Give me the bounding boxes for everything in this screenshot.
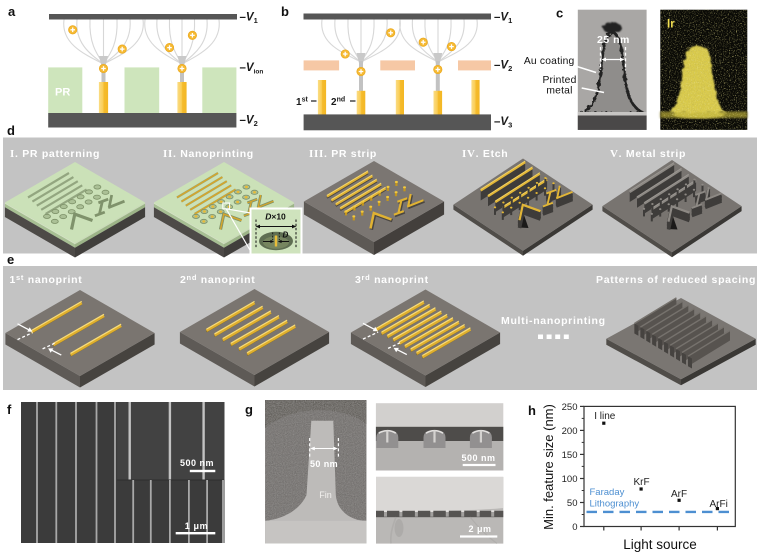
svg-text:–V1: –V1 — [494, 12, 512, 26]
svg-text:h: h — [528, 403, 536, 418]
svg-text:D×10: D×10 — [265, 212, 286, 222]
svg-text:ArFi: ArFi — [710, 499, 728, 510]
svg-text:200: 200 — [562, 426, 578, 437]
svg-text:I line: I line — [594, 411, 616, 422]
svg-text:Faraday: Faraday — [590, 487, 625, 498]
svg-text:Printed: Printed — [542, 75, 576, 86]
svg-text:I. PR patterning: I. PR patterning — [10, 148, 100, 160]
svg-text:KrF: KrF — [634, 477, 650, 488]
svg-text:c: c — [556, 6, 563, 21]
svg-text:–V2: –V2 — [494, 60, 512, 74]
svg-text:Min. feature size (nm): Min. feature size (nm) — [541, 404, 556, 530]
svg-text:V. Metal strip: V. Metal strip — [610, 148, 686, 160]
svg-text:f: f — [7, 402, 12, 417]
svg-text:Fin: Fin — [319, 490, 332, 500]
svg-text:100: 100 — [562, 474, 578, 485]
svg-text:–V2: –V2 — [240, 115, 258, 129]
svg-text:50: 50 — [567, 498, 578, 509]
svg-text:IV. Etch: IV. Etch — [462, 148, 508, 160]
svg-text:Light source: Light source — [623, 537, 697, 552]
svg-text:Ir: Ir — [667, 19, 675, 31]
svg-text:3rd nanoprint: 3rd nanoprint — [355, 273, 429, 286]
svg-text:d: d — [7, 123, 15, 138]
svg-text:D: D — [283, 231, 289, 240]
svg-text:2 μm: 2 μm — [468, 524, 491, 534]
svg-text:II. Nanoprinting: II. Nanoprinting — [163, 148, 254, 160]
svg-text:PR: PR — [55, 87, 70, 99]
svg-text:III. PR strip: III. PR strip — [309, 148, 377, 160]
svg-text:Lithography: Lithography — [590, 499, 640, 510]
svg-text:metal: metal — [546, 86, 572, 97]
svg-text:Multi-nanoprinting: Multi-nanoprinting — [501, 315, 606, 327]
svg-text:25 nm: 25 nm — [597, 34, 630, 46]
svg-text:e: e — [7, 252, 14, 267]
svg-text:a: a — [8, 4, 16, 19]
svg-text:–V1: –V1 — [240, 12, 258, 26]
svg-text:2nd: 2nd — [331, 97, 345, 109]
svg-text:0: 0 — [572, 522, 577, 533]
svg-text:ArF: ArF — [671, 489, 687, 500]
svg-text:g: g — [245, 402, 253, 417]
svg-text:2nd nanoprint: 2nd nanoprint — [180, 273, 255, 286]
svg-text:Au coating: Au coating — [524, 56, 575, 67]
svg-text:250: 250 — [562, 402, 578, 413]
svg-text:1 μm: 1 μm — [185, 521, 208, 531]
svg-text:1st nanoprint: 1st nanoprint — [10, 273, 83, 286]
svg-text:–V3: –V3 — [494, 116, 512, 130]
svg-text:Patterns of reduced spacing: Patterns of reduced spacing — [596, 274, 756, 286]
svg-text:1st: 1st — [296, 97, 308, 109]
svg-text:50 nm: 50 nm — [310, 459, 338, 469]
svg-text:150: 150 — [562, 450, 578, 461]
svg-text:500 nm: 500 nm — [461, 453, 495, 463]
svg-text:b: b — [281, 4, 289, 19]
svg-text:500 nm: 500 nm — [180, 458, 214, 468]
